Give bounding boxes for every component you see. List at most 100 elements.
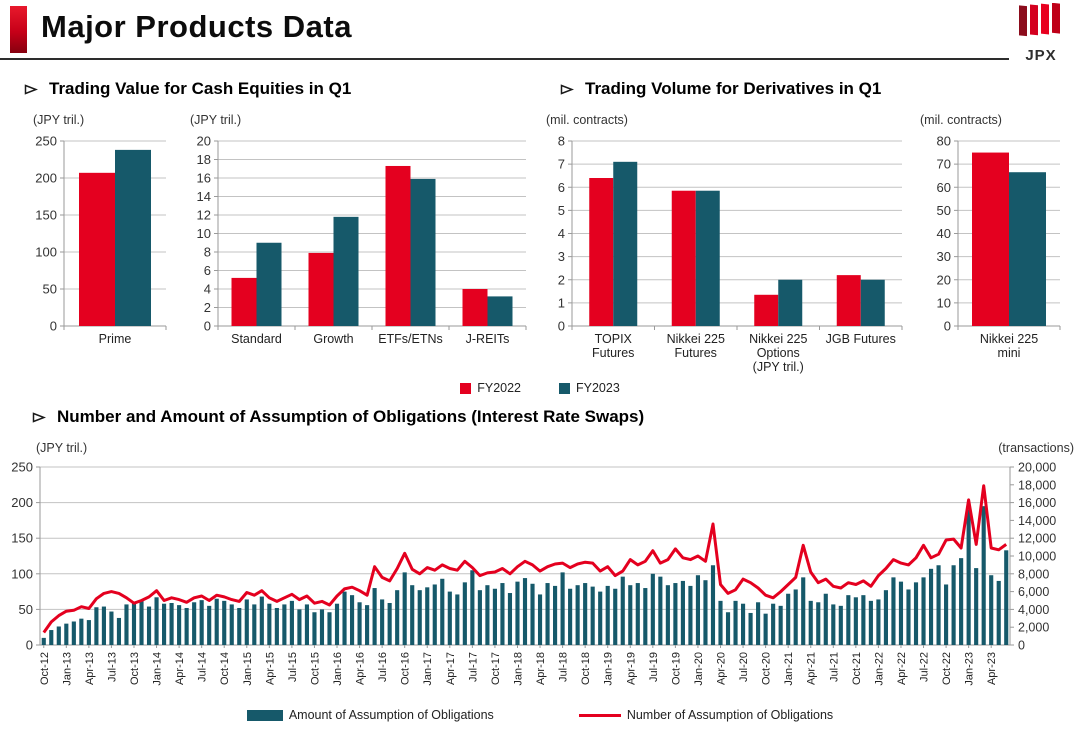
axis-unit-label: (mil. contracts) xyxy=(920,113,1002,127)
amount-bar-swatch-icon xyxy=(246,709,283,721)
svg-text:Jul-14: Jul-14 xyxy=(197,652,209,682)
right-axis-unit-label: (transactions) xyxy=(998,441,1074,455)
chart-plot: 0 10 20 30 40 50 60 70 80 Nikkei 225 mini xyxy=(916,131,1066,377)
svg-text:6: 6 xyxy=(558,180,565,195)
svg-text:Jul-17: Jul-17 xyxy=(467,652,479,682)
svg-text:0: 0 xyxy=(1018,639,1025,653)
svg-text:7: 7 xyxy=(558,157,565,172)
title-accent-bar xyxy=(10,6,27,53)
svg-text:Oct-13: Oct-13 xyxy=(129,652,141,685)
arrow-bullet-icon xyxy=(24,83,38,95)
svg-text:Nikkei 225: Nikkei 225 xyxy=(749,332,807,346)
axis-unit-label: (mil. contracts) xyxy=(546,113,628,127)
svg-text:10: 10 xyxy=(937,295,951,310)
header-divider xyxy=(0,58,1009,60)
jpx-logo: JPX xyxy=(1010,2,1072,64)
section-cash-equities: Trading Value for Cash Equities in Q1 xyxy=(24,79,351,99)
svg-text:5: 5 xyxy=(558,203,565,218)
svg-text:40: 40 xyxy=(937,226,951,241)
svg-text:Apr-16: Apr-16 xyxy=(355,652,367,685)
svg-text:0: 0 xyxy=(204,319,211,334)
fy-legend: FY2022 FY2023 xyxy=(0,381,1080,395)
svg-text:0: 0 xyxy=(558,319,565,334)
svg-text:12,000: 12,000 xyxy=(1018,532,1056,546)
svg-text:Apr-23: Apr-23 xyxy=(986,652,998,685)
svg-text:Jan-14: Jan-14 xyxy=(152,652,164,686)
jpx-logo-text: JPX xyxy=(1025,47,1057,64)
svg-text:Futures: Futures xyxy=(675,346,717,360)
svg-text:2,000: 2,000 xyxy=(1018,621,1049,635)
svg-text:Jan-19: Jan-19 xyxy=(603,652,615,686)
svg-text:8: 8 xyxy=(204,245,211,260)
page-title: Major Products Data xyxy=(41,9,352,44)
svg-text:20: 20 xyxy=(197,134,211,149)
svg-text:Oct-22: Oct-22 xyxy=(941,652,953,685)
svg-text:6: 6 xyxy=(204,263,211,278)
svg-text:Jul-15: Jul-15 xyxy=(287,652,299,682)
chart-plot: 0 1 2 3 4 5 6 7 8 TOPIX Futures Nikkei 225 Futures Ni… xyxy=(544,131,912,391)
svg-text:(JPY tril.): (JPY tril.) xyxy=(753,360,804,374)
svg-text:50: 50 xyxy=(937,203,951,218)
svg-text:Apr-14: Apr-14 xyxy=(174,652,186,685)
svg-text:Oct-21: Oct-21 xyxy=(851,652,863,685)
svg-text:6,000: 6,000 xyxy=(1018,585,1049,599)
chart-swaps: (JPY tril.) (transactions) 0 50 100 150 200 2… xyxy=(4,441,1076,702)
svg-text:4: 4 xyxy=(558,226,565,241)
svg-text:Nikkei 225: Nikkei 225 xyxy=(980,332,1038,346)
svg-text:Jan-20: Jan-20 xyxy=(693,652,705,686)
svg-text:J-REITs: J-REITs xyxy=(466,332,510,346)
section-derivatives: Trading Volume for Derivatives in Q1 xyxy=(560,79,881,99)
legend-item-fy2023: FY2023 xyxy=(559,381,620,395)
svg-text:JGB Futures: JGB Futures xyxy=(826,332,896,346)
svg-text:150: 150 xyxy=(11,531,33,546)
svg-text:Oct-20: Oct-20 xyxy=(761,652,773,685)
svg-text:Jan-21: Jan-21 xyxy=(783,652,795,686)
svg-text:18: 18 xyxy=(197,152,211,167)
legend-item-fy2022: FY2022 xyxy=(460,381,521,395)
svg-text:mini: mini xyxy=(998,346,1021,360)
svg-text:Jul-21: Jul-21 xyxy=(828,652,840,682)
section-title: Trading Volume for Derivatives in Q1 xyxy=(585,79,882,98)
svg-text:Apr-22: Apr-22 xyxy=(896,652,908,685)
svg-text:150: 150 xyxy=(35,208,57,223)
section-swaps: Number and Amount of Assumption of Oblig… xyxy=(32,407,644,427)
svg-text:200: 200 xyxy=(11,495,33,510)
svg-text:0: 0 xyxy=(50,319,57,334)
chart-nikkei-mini: (mil. contracts) 0 10 20 30 40 50 60 70 80 Nikkei… xyxy=(916,113,1066,377)
svg-text:10,000: 10,000 xyxy=(1018,550,1056,564)
svg-text:250: 250 xyxy=(11,461,33,475)
svg-text:Apr-18: Apr-18 xyxy=(535,652,547,685)
svg-text:0: 0 xyxy=(944,319,951,334)
svg-text:Oct-15: Oct-15 xyxy=(310,652,322,685)
svg-text:Apr-13: Apr-13 xyxy=(84,652,96,685)
svg-text:Oct-16: Oct-16 xyxy=(400,652,412,685)
fy2022-swatch-icon xyxy=(460,382,472,394)
legend-item-amount: Amount of Assumption of Obligations xyxy=(246,708,494,722)
svg-text:60: 60 xyxy=(937,180,951,195)
legend-item-number: Number of Assumption of Obligations xyxy=(578,708,834,722)
chart-plot: 0 50 100 150 200 250 Prime xyxy=(20,131,172,363)
svg-text:Standard: Standard xyxy=(231,332,282,346)
svg-text:8,000: 8,000 xyxy=(1018,567,1049,581)
arrow-bullet-icon xyxy=(560,83,574,95)
svg-text:ETFs/ETNs: ETFs/ETNs xyxy=(378,332,443,346)
axis-unit-row: (JPY tril.) (transactions) xyxy=(4,441,1076,461)
svg-text:Jul-16: Jul-16 xyxy=(377,652,389,682)
svg-text:Apr-19: Apr-19 xyxy=(625,652,637,685)
svg-text:Oct-17: Oct-17 xyxy=(490,652,502,685)
svg-text:80: 80 xyxy=(937,134,951,149)
svg-text:Apr-20: Apr-20 xyxy=(716,652,728,685)
legend-label: Number of Assumption of Obligations xyxy=(626,708,834,722)
svg-text:Options: Options xyxy=(757,346,800,360)
svg-text:TOPIX: TOPIX xyxy=(595,332,633,346)
svg-text:8: 8 xyxy=(558,134,565,149)
svg-text:Oct-12: Oct-12 xyxy=(39,652,51,685)
svg-text:Apr-15: Apr-15 xyxy=(264,652,276,685)
chart-plot: 0 50 100 150 200 250 0 2,000 4,000 6,000 8,000 10,0… xyxy=(4,460,1076,702)
svg-text:0: 0 xyxy=(26,638,33,653)
legend-label: Amount of Assumption of Obligations xyxy=(288,708,494,722)
section-title: Trading Value for Cash Equities in Q1 xyxy=(49,79,352,98)
svg-text:250: 250 xyxy=(35,134,57,149)
svg-text:2: 2 xyxy=(204,300,211,315)
svg-text:Jan-17: Jan-17 xyxy=(422,652,434,686)
